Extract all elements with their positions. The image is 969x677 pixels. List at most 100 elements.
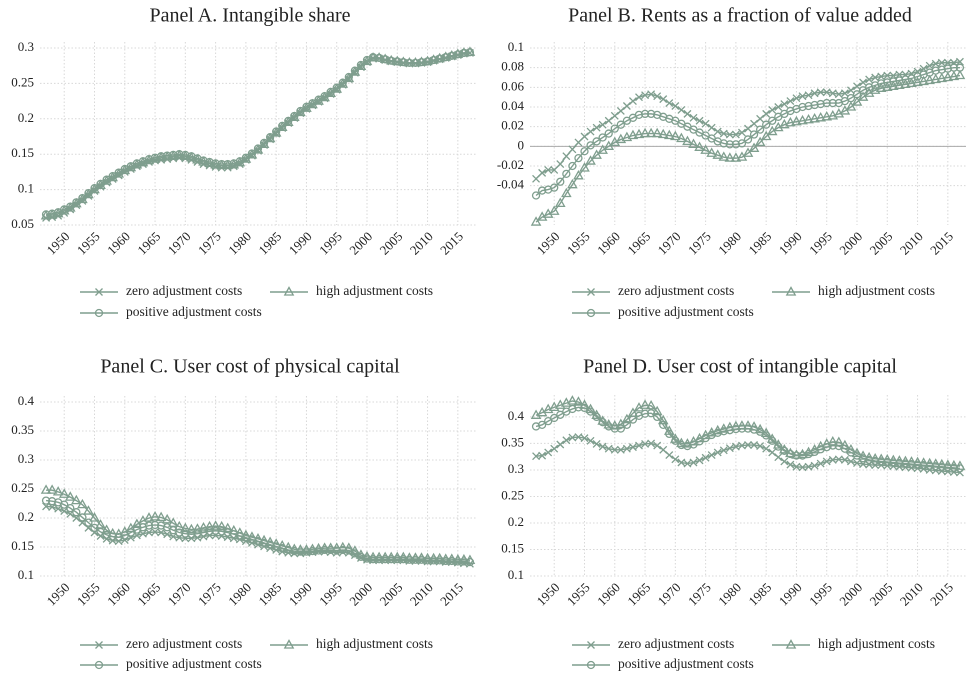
marker-triangle bbox=[313, 542, 324, 553]
marker-circle bbox=[604, 129, 613, 138]
y-tick-label: 0.1 bbox=[508, 567, 524, 582]
marker-triangle bbox=[785, 116, 796, 127]
legend-label: zero adjustment costs bbox=[126, 283, 242, 298]
y-tick-label: 0.15 bbox=[11, 145, 34, 160]
marker-x bbox=[798, 92, 807, 101]
x-tick-label: 1980 bbox=[715, 229, 744, 258]
marker-circle bbox=[810, 100, 819, 110]
marker-x bbox=[653, 441, 662, 450]
marker-x bbox=[768, 105, 777, 114]
marker-triangle bbox=[337, 541, 349, 552]
marker-triangle bbox=[657, 414, 669, 425]
marker-circle bbox=[574, 153, 583, 163]
marker-x bbox=[538, 168, 547, 177]
marker-triangle bbox=[440, 553, 452, 563]
marker-triangle bbox=[258, 534, 270, 545]
marker-triangle bbox=[192, 523, 203, 533]
marker-triangle bbox=[567, 395, 578, 405]
marker-triangle bbox=[894, 455, 905, 465]
legend-label: high adjustment costs bbox=[316, 636, 433, 651]
x-tick-label: 2010 bbox=[897, 229, 926, 258]
marker-triangle bbox=[276, 540, 288, 550]
marker-x bbox=[780, 457, 789, 466]
marker-x bbox=[659, 95, 668, 104]
marker-triangle bbox=[760, 130, 772, 141]
marker-triangle bbox=[869, 452, 881, 463]
marker-x bbox=[955, 57, 964, 66]
marker-triangle bbox=[930, 73, 942, 84]
x-tick-label: 1980 bbox=[715, 580, 744, 609]
marker-x bbox=[744, 441, 752, 449]
marker-x bbox=[707, 451, 716, 460]
y-tick-label: 0.2 bbox=[508, 514, 524, 529]
marker-triangle bbox=[83, 188, 94, 199]
marker-triangle bbox=[821, 111, 833, 121]
marker-triangle bbox=[948, 70, 960, 81]
x-tick-label: 1960 bbox=[594, 580, 623, 609]
marker-x bbox=[768, 448, 777, 457]
x-tick-label: 1965 bbox=[134, 229, 163, 258]
marker-triangle bbox=[40, 484, 52, 494]
series-line bbox=[45, 52, 471, 219]
marker-circle bbox=[72, 508, 81, 517]
x-tick-label: 2015 bbox=[927, 229, 956, 258]
marker-x bbox=[834, 90, 843, 99]
marker-circle bbox=[175, 528, 184, 537]
legend-label: high adjustment costs bbox=[818, 636, 935, 651]
marker-x bbox=[756, 114, 765, 123]
marker-triangle bbox=[210, 520, 221, 530]
marker-x bbox=[665, 451, 674, 460]
marker-triangle bbox=[385, 54, 397, 65]
marker-x bbox=[810, 461, 819, 470]
marker-triangle bbox=[924, 457, 935, 468]
marker-triangle bbox=[343, 542, 355, 552]
legend-label: zero adjustment costs bbox=[618, 636, 734, 651]
marker-x bbox=[725, 444, 734, 453]
y-tick-label: 0.4 bbox=[18, 393, 35, 408]
marker-x bbox=[937, 58, 946, 67]
marker-x bbox=[635, 93, 643, 102]
x-tick-label: 1965 bbox=[624, 229, 653, 258]
marker-triangle bbox=[167, 517, 179, 527]
marker-circle bbox=[883, 78, 892, 87]
x-tick-label: 1975 bbox=[195, 580, 224, 609]
marker-x bbox=[695, 116, 704, 125]
x-tick-label: 1990 bbox=[776, 229, 805, 258]
marker-triangle bbox=[325, 542, 336, 552]
marker-x bbox=[628, 443, 637, 452]
x-tick-label: 1950 bbox=[533, 580, 562, 609]
y-tick-label: 0.3 bbox=[18, 39, 34, 54]
y-tick-label: 0.2 bbox=[18, 110, 34, 125]
marker-circle bbox=[598, 133, 607, 142]
marker-triangle bbox=[252, 533, 264, 543]
marker-triangle bbox=[712, 424, 724, 435]
marker-triangle bbox=[89, 512, 100, 522]
marker-triangle bbox=[331, 542, 343, 552]
marker-triangle bbox=[58, 488, 70, 498]
marker-triangle bbox=[149, 511, 161, 521]
x-tick-label: 1955 bbox=[564, 580, 593, 609]
marker-circle bbox=[755, 125, 765, 134]
marker-x bbox=[707, 123, 716, 132]
marker-x bbox=[822, 457, 831, 466]
marker-triangle bbox=[367, 52, 379, 62]
marker-x bbox=[622, 444, 631, 453]
marker-triangle bbox=[246, 149, 258, 159]
x-tick-label: 1965 bbox=[134, 580, 163, 609]
marker-triangle bbox=[906, 77, 917, 88]
marker-triangle bbox=[809, 112, 820, 123]
marker-triangle bbox=[155, 511, 167, 522]
marker-x bbox=[689, 458, 698, 467]
marker-triangle bbox=[155, 151, 167, 162]
y-tick-label: 0.06 bbox=[501, 78, 524, 93]
marker-circle bbox=[768, 116, 777, 125]
marker-x bbox=[95, 641, 103, 649]
marker-triangle bbox=[573, 170, 584, 180]
marker-x bbox=[616, 106, 625, 115]
marker-triangle bbox=[894, 79, 905, 90]
marker-triangle bbox=[167, 150, 179, 160]
marker-triangle bbox=[791, 449, 802, 459]
legend-label: zero adjustment costs bbox=[618, 283, 734, 298]
marker-x bbox=[695, 456, 704, 465]
marker-triangle bbox=[815, 111, 826, 122]
